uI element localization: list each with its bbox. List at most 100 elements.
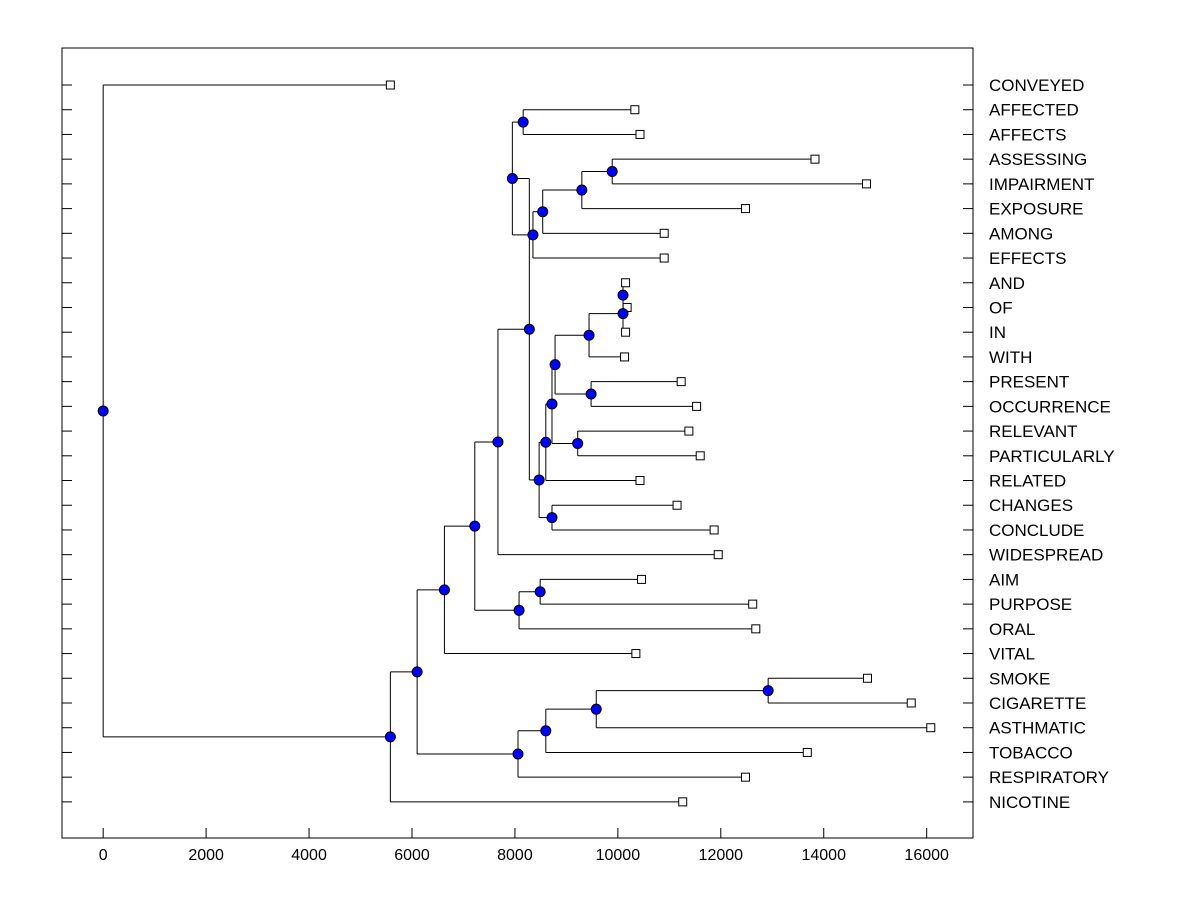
merge-node <box>438 584 450 596</box>
leaf-label: WIDESPREAD <box>989 546 1103 565</box>
leaf-label: AMONG <box>989 224 1053 243</box>
merge-node <box>384 731 396 743</box>
merge-node <box>590 703 602 715</box>
leaf-label: ORAL <box>989 620 1035 639</box>
merge-node <box>537 206 549 218</box>
leaf-label: CONVEYED <box>989 76 1084 95</box>
x-tick-label: 10000 <box>596 847 641 864</box>
leaf-label: CIGARETTE <box>989 694 1086 713</box>
merge-node <box>527 229 539 241</box>
leaf-marker <box>695 451 705 461</box>
leaf-label: OCCURRENCE <box>989 397 1111 416</box>
leaf-label: RELEVANT <box>989 422 1078 441</box>
leaf-marker <box>635 129 645 139</box>
leaf-label: TOBACCO <box>989 743 1073 762</box>
leaf-label: CONCLUDE <box>989 521 1084 540</box>
dendrogram-links <box>102 84 931 803</box>
merge-node <box>517 116 529 128</box>
leaf-label: IMPAIRMENT <box>989 175 1094 194</box>
leaf-marker <box>906 698 916 708</box>
leaf-marker <box>620 352 630 362</box>
leaf-marker <box>926 723 936 733</box>
leaf-marker <box>676 377 686 387</box>
merge-nodes <box>97 116 774 760</box>
leaf-marker <box>684 426 694 436</box>
leaf-marker <box>630 105 640 115</box>
merge-node <box>411 666 423 678</box>
x-axis: 0 2000 4000 6000 8000 10000 12000 14000 16000 <box>99 828 949 864</box>
leaf-label: PURPOSE <box>989 595 1072 614</box>
leaf-label: ASTHMATIC <box>989 719 1086 738</box>
leaf-marker <box>672 500 682 510</box>
leaf-marker <box>751 624 761 634</box>
merge-node <box>583 329 595 341</box>
leaf-marker <box>741 772 751 782</box>
leaf-label: AFFECTED <box>989 101 1079 120</box>
leaf-marker <box>621 327 631 337</box>
leaf-marker <box>659 228 669 238</box>
leaf-marker <box>621 278 631 288</box>
y-ticks <box>62 84 973 803</box>
leaf-label: OF <box>989 298 1013 317</box>
leaf-labels: CONVEYED AFFECTED AFFECTS ASSESSING IMPAIRME… <box>989 76 1115 812</box>
leaf-label: AND <box>989 274 1025 293</box>
leaf-markers <box>385 80 936 807</box>
leaf-marker <box>741 204 751 214</box>
merge-node <box>492 436 504 448</box>
merge-node <box>540 725 552 737</box>
leaf-label: EFFECTS <box>989 249 1066 268</box>
leaf-label: RESPIRATORY <box>989 768 1109 787</box>
leaf-marker <box>709 525 719 535</box>
leaf-marker <box>713 550 723 560</box>
leaf-label: SMOKE <box>989 669 1050 688</box>
merge-node <box>546 512 558 524</box>
leaf-marker <box>748 599 758 609</box>
leaf-label: PRESENT <box>989 373 1069 392</box>
leaf-label: WITH <box>989 348 1032 367</box>
merge-node <box>534 586 546 598</box>
x-tick-label: 14000 <box>801 847 846 864</box>
leaf-marker <box>802 747 812 757</box>
merge-node <box>585 388 597 400</box>
merge-node <box>512 748 524 760</box>
leaf-marker <box>692 401 702 411</box>
merge-node <box>606 166 618 178</box>
leaf-label: IN <box>989 323 1006 342</box>
leaf-marker <box>678 797 688 807</box>
leaf-label: RELATED <box>989 472 1066 491</box>
merge-node <box>546 398 558 410</box>
leaf-marker <box>631 649 641 659</box>
x-tick-label: 2000 <box>188 847 224 864</box>
merge-node <box>533 474 545 486</box>
leaf-label: NICOTINE <box>989 793 1070 812</box>
merge-node <box>523 323 535 335</box>
leaf-marker <box>810 154 820 164</box>
leaf-marker <box>635 476 645 486</box>
leaf-label: VITAL <box>989 645 1035 664</box>
leaf-label: EXPOSURE <box>989 200 1083 219</box>
leaf-marker <box>637 574 647 584</box>
leaf-label: CHANGES <box>989 496 1073 515</box>
merge-node <box>506 172 518 184</box>
merge-node <box>762 685 774 697</box>
merge-node <box>540 436 552 448</box>
merge-node <box>572 437 584 449</box>
leaf-label: AIM <box>989 570 1019 589</box>
merge-node <box>617 308 629 320</box>
leaf-marker <box>862 673 872 683</box>
x-tick-label: 8000 <box>497 847 533 864</box>
leaf-label: ASSESSING <box>989 150 1087 169</box>
x-tick-label: 16000 <box>904 847 949 864</box>
merge-node <box>576 184 588 196</box>
merge-node <box>469 520 481 532</box>
leaf-label: AFFECTS <box>989 125 1066 144</box>
leaf-label: PARTICULARLY <box>989 447 1115 466</box>
x-tick-label: 4000 <box>291 847 327 864</box>
leaf-marker <box>659 253 669 263</box>
x-tick-label: 12000 <box>699 847 744 864</box>
merge-node <box>617 289 629 301</box>
x-tick-label: 6000 <box>394 847 430 864</box>
x-tick-label: 0 <box>99 847 108 864</box>
leaf-marker <box>385 80 395 90</box>
